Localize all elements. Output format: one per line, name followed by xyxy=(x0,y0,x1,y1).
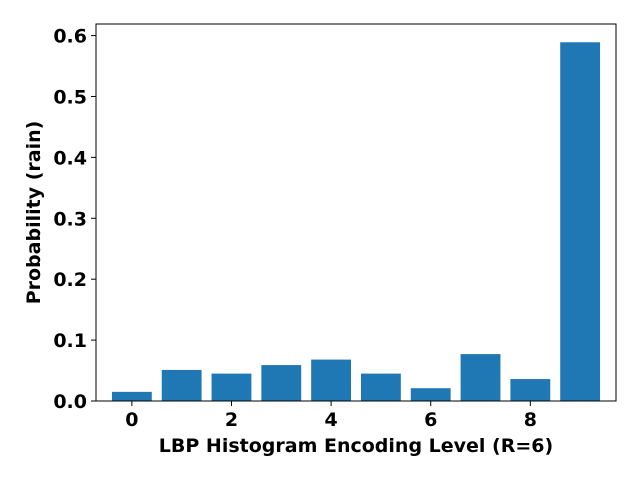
bar xyxy=(261,365,302,401)
x-axis: 0 2 4 6 8 xyxy=(125,401,537,431)
y-tick-label: 0.3 xyxy=(53,208,87,230)
x-tick-label: 8 xyxy=(524,409,537,431)
bar xyxy=(410,388,451,401)
bar xyxy=(360,373,401,401)
bar xyxy=(111,391,152,401)
y-tick-label: 0.1 xyxy=(53,330,87,352)
y-tick-label: 0.0 xyxy=(53,391,87,413)
bar xyxy=(311,359,352,401)
x-tick-label: 0 xyxy=(125,409,138,431)
bar xyxy=(510,379,551,401)
y-tick-label: 0.6 xyxy=(53,26,87,48)
x-tick-label: 2 xyxy=(225,409,238,431)
y-axis-label: Probability (rain) xyxy=(23,121,45,305)
bar xyxy=(161,369,202,401)
bar xyxy=(211,373,252,401)
bar xyxy=(460,354,501,401)
y-tick-label: 0.4 xyxy=(53,147,87,169)
y-tick-label: 0.2 xyxy=(53,269,87,291)
bar xyxy=(560,42,601,402)
y-axis: 0.0 0.1 0.2 0.3 0.4 0.5 0.6 xyxy=(53,26,96,413)
x-tick-label: 6 xyxy=(424,409,437,431)
bars-group xyxy=(111,42,601,402)
x-axis-label: LBP Histogram Encoding Level (R=6) xyxy=(159,435,553,457)
plot-frame xyxy=(95,23,617,402)
y-tick-label: 0.5 xyxy=(53,86,87,108)
x-tick-label: 4 xyxy=(324,409,337,431)
plot-background xyxy=(96,24,616,401)
